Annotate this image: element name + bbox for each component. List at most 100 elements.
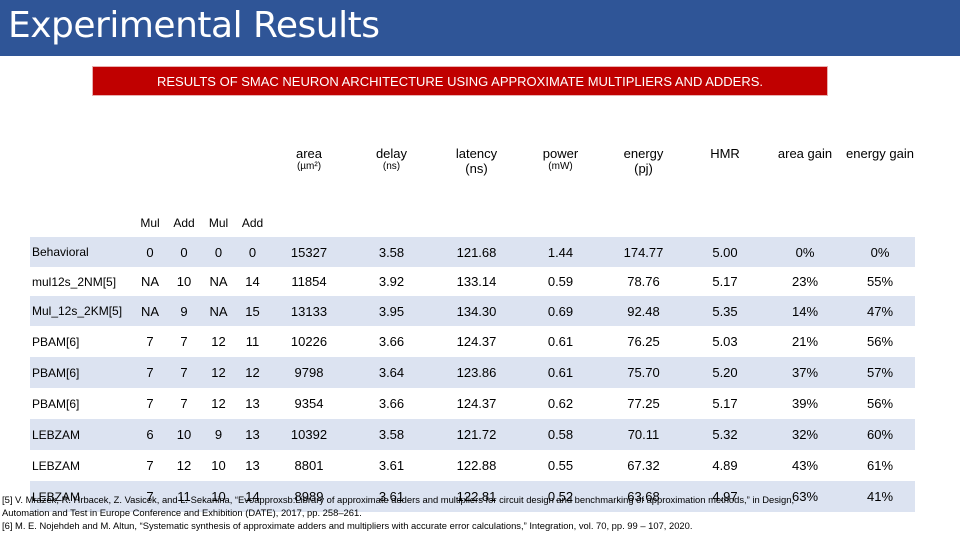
- table-cell: 12: [245, 365, 260, 380]
- row-multiplier-name: Mul_12s_2KM[5]: [32, 304, 123, 318]
- table-cell: 21%: [791, 334, 819, 349]
- table-cell: 15327: [290, 244, 328, 260]
- header-power-unit: (mW): [548, 161, 573, 172]
- table-cell: 3.64: [378, 365, 405, 380]
- header-power-cell: power (mW): [519, 118, 602, 208]
- table-cell: 5.35: [712, 303, 738, 319]
- header-delay: delay: [375, 146, 408, 161]
- table-cell: 0%: [870, 244, 890, 260]
- table-cell: 3.61: [378, 458, 405, 473]
- table-cell: 0: [146, 244, 154, 260]
- table-cell: 9354: [294, 396, 324, 411]
- table-cell: 0.59: [547, 274, 574, 289]
- table-cell: 0.58: [547, 427, 574, 442]
- table-cell: 5.17: [712, 274, 738, 289]
- table-cell: 0: [248, 244, 257, 260]
- reference-line: Automation and Test in Europe Conference…: [2, 507, 362, 518]
- table-cell: 5.00: [712, 244, 738, 260]
- table-row: PBAM[6] 7 7 12 11 10226 3.66 124.37 0.61 76.25 5.0…: [30, 326, 915, 357]
- table-cell: 76.25: [627, 334, 660, 349]
- table-cell: 14%: [791, 303, 819, 319]
- table-cell: 3.61: [378, 489, 405, 504]
- header-approximate-level: Approximate level: [150, 128, 254, 143]
- table-cell: 92.48: [627, 303, 660, 319]
- table-cell: 8801: [294, 458, 324, 473]
- table-cell: 7: [146, 489, 154, 504]
- table-cell: 5.32: [712, 427, 738, 442]
- table-cell: 3.66: [378, 334, 405, 349]
- table-cell: NA: [209, 303, 228, 319]
- table-cell: 7: [180, 365, 188, 380]
- table-cell: 63.68: [627, 489, 660, 504]
- table-cell: 9798: [294, 365, 324, 380]
- table-cell: 12: [176, 458, 192, 473]
- table-row: PBAM[6] 7 7 12 13 9354 3.66 124.37 0.62 77.25 5.17…: [30, 388, 915, 419]
- header-multiplier-type: Multiplier Type: [35, 146, 119, 161]
- header-energy-unit: (pj): [634, 161, 653, 176]
- table-cell: 14: [245, 489, 260, 504]
- table-cell: 1.44: [547, 244, 574, 260]
- table-cell: 10: [211, 489, 226, 504]
- table-cell: 10: [211, 458, 226, 473]
- table-cell: 23%: [791, 274, 819, 289]
- table-cell: 122.88: [456, 458, 497, 473]
- header-delay-unit: (ns): [382, 161, 401, 172]
- table-cell: 4.89: [712, 458, 738, 473]
- table-row: LEBZAM 7 12 10 13 8801 3.61 122.88 0.55 67.32 4.89…: [30, 450, 915, 481]
- table-cell: 10: [176, 427, 192, 442]
- table-cell: NA: [140, 274, 160, 289]
- table-cell: 11: [177, 489, 191, 504]
- table-cell: 3.66: [378, 396, 405, 411]
- title-bar: [0, 0, 960, 56]
- table-cell: 37%: [791, 365, 819, 380]
- row-multiplier-name: LEBZAM: [32, 489, 81, 504]
- header-energy: energy: [623, 146, 664, 161]
- table-cell: 121.72: [456, 427, 497, 442]
- table-cell: 63%: [791, 489, 819, 504]
- table-cell: 9: [180, 303, 188, 319]
- row-multiplier-name: LEBZAM: [32, 458, 81, 473]
- table-cell: 10: [176, 274, 192, 289]
- table-cell: NA: [140, 303, 160, 319]
- table-cell: 124.37: [456, 396, 497, 411]
- slide-title: Experimental Results: [8, 5, 380, 46]
- table-cell: 7: [180, 396, 188, 411]
- table-cell: NA: [209, 274, 228, 289]
- table-cell: 5.20: [712, 365, 738, 380]
- table-cell: 123.86: [456, 365, 497, 380]
- reference-line: [6] M. E. Nojehdeh and M. Altun, “System…: [2, 520, 693, 531]
- references: [5] V. Mrazek, R. Hrbacek, Z. Vasicek, a…: [2, 493, 958, 532]
- table-cell: 124.37: [456, 334, 497, 349]
- table-row: LEBZAM 6 10 9 13 10392 3.58 121.72 0.58 70.11 5.32…: [30, 419, 915, 450]
- table-cell: 32%: [791, 427, 819, 442]
- header-hidden-add: Add: [173, 215, 195, 230]
- table-cell: 3.58: [378, 427, 405, 442]
- header-hidden-mul: Mul: [140, 215, 160, 230]
- table-cell: 10392: [290, 427, 328, 442]
- row-multiplier-name: mul12s_2NM[5]: [32, 274, 117, 289]
- table-cell: 3.95: [378, 303, 405, 319]
- header-power: power: [542, 146, 579, 161]
- row-multiplier-name: PBAM[6]: [32, 396, 80, 411]
- table-cell: 75.70: [627, 365, 660, 380]
- table-cell: 39%: [791, 396, 819, 411]
- table-cell: 0.55: [547, 458, 574, 473]
- table-cell: 3.58: [378, 244, 405, 260]
- table-cell: 7: [146, 365, 154, 380]
- table-cell: 7: [146, 396, 154, 411]
- header-delay-cell: delay (ns): [349, 118, 434, 208]
- table-cell: 5.03: [712, 334, 738, 349]
- table-cell: 11: [245, 334, 260, 349]
- table-cell: 77.25: [627, 396, 660, 411]
- table-cell: 8989: [294, 489, 324, 504]
- header-row-mul-add: Mul Add Mul Add: [30, 208, 915, 237]
- table-cell: 7: [180, 334, 188, 349]
- reference-line: [5] V. Mrazek, R. Hrbacek, Z. Vasicek, a…: [2, 494, 795, 505]
- table-cell: 70.11: [627, 427, 660, 442]
- table-cell: 4.97: [712, 489, 738, 504]
- header-area: area: [295, 146, 323, 161]
- table-cell: 7: [146, 458, 154, 473]
- header-row-metrics: area (µm²) delay (ns) latency (ns) power (mW…: [30, 118, 915, 208]
- table-cell: 0.61: [547, 334, 574, 349]
- table-caption-banner: RESULTS OF SMAC NEURON ARCHITECTURE USIN…: [92, 66, 828, 96]
